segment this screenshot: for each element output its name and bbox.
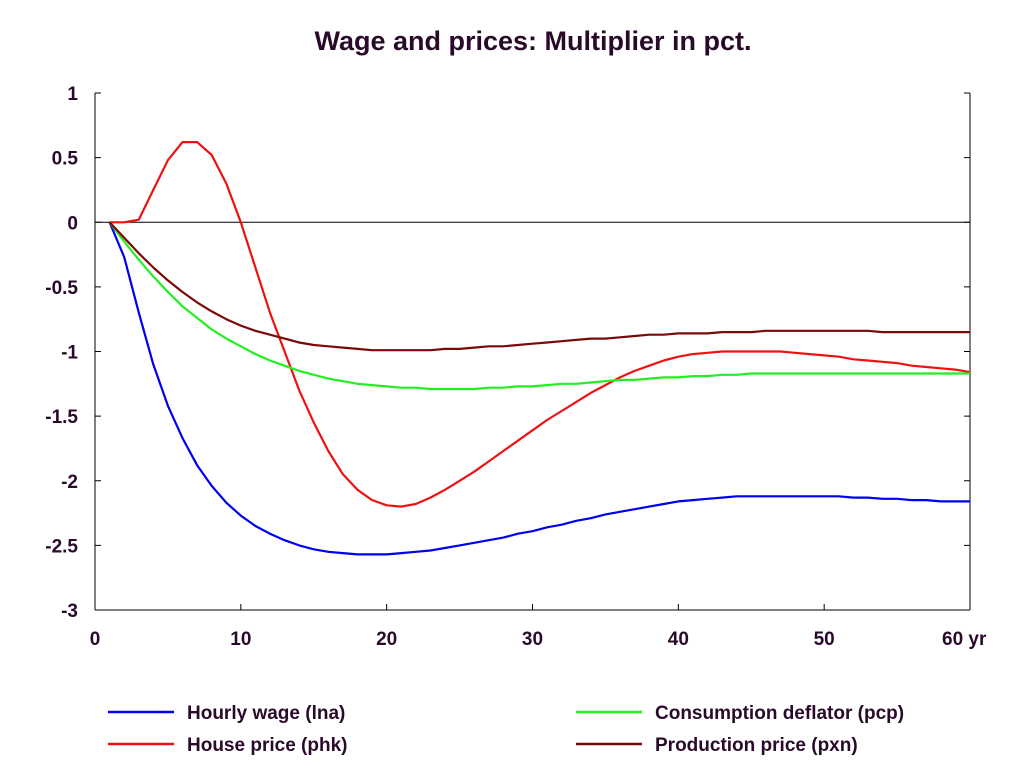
chart-title: Wage and prices: Multiplier in pct. — [314, 26, 751, 56]
x-tick-label: 10 — [230, 629, 251, 650]
y-tick-label: -1 — [61, 343, 78, 364]
y-axis: 1 0.5 0 -0.5 -1 -1.5 -2 -2.5 -3 — [45, 84, 970, 622]
y-tick-label: 0 — [67, 213, 78, 234]
x-tick-label: 30 — [522, 629, 543, 650]
x-tick-label: 60 yr — [942, 629, 987, 650]
legend-label: Production price (pxn) — [655, 735, 858, 756]
plot-area — [94, 93, 971, 611]
x-tick-label: 20 — [376, 629, 397, 650]
y-tick-label: 0.5 — [52, 149, 79, 170]
y-tick-label: -2 — [61, 472, 78, 493]
legend-label: House price (phk) — [187, 735, 347, 756]
series-lines — [108, 141, 971, 556]
y-tick-label: -1.5 — [45, 407, 78, 428]
x-tick-label: 50 — [814, 629, 835, 650]
x-tick-label: 0 — [90, 629, 101, 650]
series-line — [108, 221, 970, 352]
series-line — [109, 141, 971, 508]
y-tick-label: -2.5 — [45, 536, 78, 557]
y-tick-label: -3 — [61, 601, 78, 622]
series-line — [108, 221, 970, 391]
x-tick-label: 40 — [668, 629, 689, 650]
legend: Hourly wage (lna) Consumption deflator (p… — [108, 703, 904, 756]
y-tick-label: -0.5 — [45, 278, 78, 299]
legend-label: Hourly wage (lna) — [187, 703, 345, 724]
legend-label: Consumption deflator (pcp) — [655, 703, 904, 724]
series-line — [108, 221, 970, 556]
x-axis: 0 10 20 30 40 50 60 yr — [90, 604, 987, 650]
y-tick-label: 1 — [67, 84, 78, 105]
